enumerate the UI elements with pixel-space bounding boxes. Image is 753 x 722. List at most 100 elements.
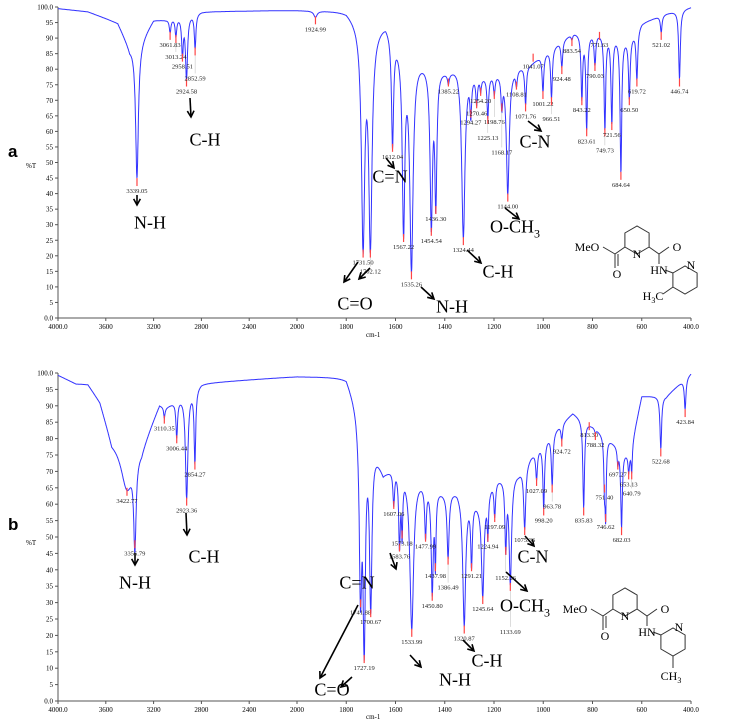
- structure-label-o: O: [673, 240, 682, 254]
- pyridine-ring: [624, 225, 650, 255]
- peak-label: 1924.99: [305, 26, 326, 33]
- peak-label: 1027.09: [526, 488, 547, 495]
- y-tick-label: 30: [46, 221, 54, 229]
- peak-label: 1225.13: [477, 135, 498, 142]
- arrow-head: [414, 660, 423, 669]
- y-tick-label: 30: [46, 599, 54, 607]
- peak-label: 521.02: [652, 42, 670, 49]
- peak-label: 1533.99: [401, 639, 422, 646]
- peak-label: 790.03: [586, 73, 604, 80]
- peak-label: 998.20: [535, 517, 553, 524]
- peak-label: 682.03: [613, 537, 631, 544]
- arrow-head: [520, 584, 529, 593]
- peak-label: 619.72: [628, 89, 646, 96]
- peak-label: 1437.98: [425, 573, 446, 580]
- x-tick-label: 3600: [99, 706, 114, 714]
- panel-b-annotation-ch: C-H: [188, 546, 220, 567]
- y-tick-label: 0.0: [44, 698, 53, 706]
- y-tick-label: 95: [46, 19, 54, 27]
- x-tick-label: 2800: [194, 323, 209, 331]
- peak-label: 3339.05: [126, 188, 147, 195]
- arrow-head: [474, 256, 483, 265]
- x-tick-label: 400.0: [683, 706, 699, 714]
- panel-a-annotation-co: C=O: [337, 293, 373, 314]
- structure-label-o: O: [613, 267, 622, 281]
- spectrum-line: [57, 373, 692, 661]
- arrow-head: [182, 528, 191, 537]
- arrow-head: [467, 644, 476, 653]
- peak-label: 1583.76: [389, 554, 411, 561]
- x-tick-label: 1000: [536, 323, 551, 331]
- y-tick-label: 40: [46, 190, 54, 198]
- peak-label: 1477.99: [415, 544, 436, 551]
- panel-a-annotation-nh: N-H: [134, 212, 166, 233]
- panel-a-annotation-cn: C-N: [519, 131, 551, 152]
- x-tick-label: 4000.0: [48, 323, 68, 331]
- peak-label: 746.62: [597, 524, 615, 531]
- peak-label: 1385.22: [438, 89, 459, 96]
- ester-bond: [614, 246, 626, 268]
- structure-label-n: N: [621, 609, 630, 623]
- och3-text: O-CH: [500, 595, 544, 616]
- och3-subscript: 3: [534, 226, 540, 241]
- y-tick-label: 60: [46, 501, 54, 509]
- structure-label-ch3: CH3: [661, 669, 682, 685]
- y-tick-label: 45: [46, 175, 54, 183]
- y-tick-label: 50: [46, 534, 54, 542]
- x-tick-label: 2400: [242, 323, 257, 331]
- peak-label: 1294.27: [460, 120, 482, 127]
- peak-label: 1291.21: [461, 573, 482, 580]
- panel-a-y-axis-label: %T: [26, 162, 37, 170]
- ester-o-bond: [602, 246, 616, 255]
- peak-label: 1133.69: [500, 629, 521, 636]
- peak-label: 1700.67: [360, 619, 382, 626]
- annotation-arrow: [527, 120, 542, 132]
- x-tick-label: 400.0: [683, 323, 699, 331]
- x-tick-label: 600: [637, 323, 648, 331]
- annotation-arrow: [466, 249, 482, 264]
- x-tick-label: 1800: [339, 706, 354, 714]
- peak-label: 1254.20: [470, 98, 491, 105]
- peak-label: 1320.87: [454, 636, 476, 643]
- y-tick-label: 50: [46, 159, 54, 167]
- arrow-head: [357, 272, 366, 281]
- annotation-arrow: [189, 97, 192, 118]
- structure-label-o: O: [601, 629, 610, 643]
- arrow-head: [511, 212, 521, 221]
- structure-label-n: N: [633, 247, 642, 261]
- y-tick-label: 100.0: [37, 4, 53, 12]
- y-tick-label: 45: [46, 550, 54, 558]
- arrow-head: [186, 110, 195, 119]
- peak-label: 788.32: [586, 442, 604, 449]
- nh-ring-bond: [664, 269, 674, 274]
- peak-label: 1168.17: [491, 149, 513, 156]
- annotation-arrow: [319, 604, 359, 679]
- y-tick-label: 40: [46, 566, 54, 574]
- x-tick-label: 1800: [339, 323, 354, 331]
- peak-label: 843.22: [573, 107, 591, 114]
- y-tick-label: 90: [46, 35, 54, 43]
- structure-label-n: N: [675, 620, 684, 634]
- x-tick-label: 1400: [438, 706, 453, 714]
- y-tick-label: 20: [46, 632, 54, 640]
- nh-ring-bond: [652, 631, 662, 636]
- y-tick-label: 20: [46, 252, 54, 260]
- peak-label: 650.50: [620, 107, 638, 114]
- y-tick-label: 70: [46, 468, 54, 476]
- peak-label: 1324.44: [453, 247, 475, 254]
- peak-label: 3110.35: [154, 426, 175, 433]
- peak-label: 3013.24: [165, 54, 187, 61]
- peak-label: 2958.51: [172, 64, 193, 71]
- arrow-head: [130, 558, 140, 567]
- y-tick-label: 35: [46, 583, 54, 591]
- arrow-head: [390, 561, 398, 571]
- y-tick-label: 75: [46, 81, 54, 89]
- y-tick-label: 55: [46, 143, 54, 151]
- peak-label: 924.72: [553, 449, 571, 456]
- peak-label: 963.78: [543, 504, 561, 511]
- panel-b-annotation-nh: N-H: [119, 572, 151, 593]
- annotation-arrow: [340, 676, 353, 688]
